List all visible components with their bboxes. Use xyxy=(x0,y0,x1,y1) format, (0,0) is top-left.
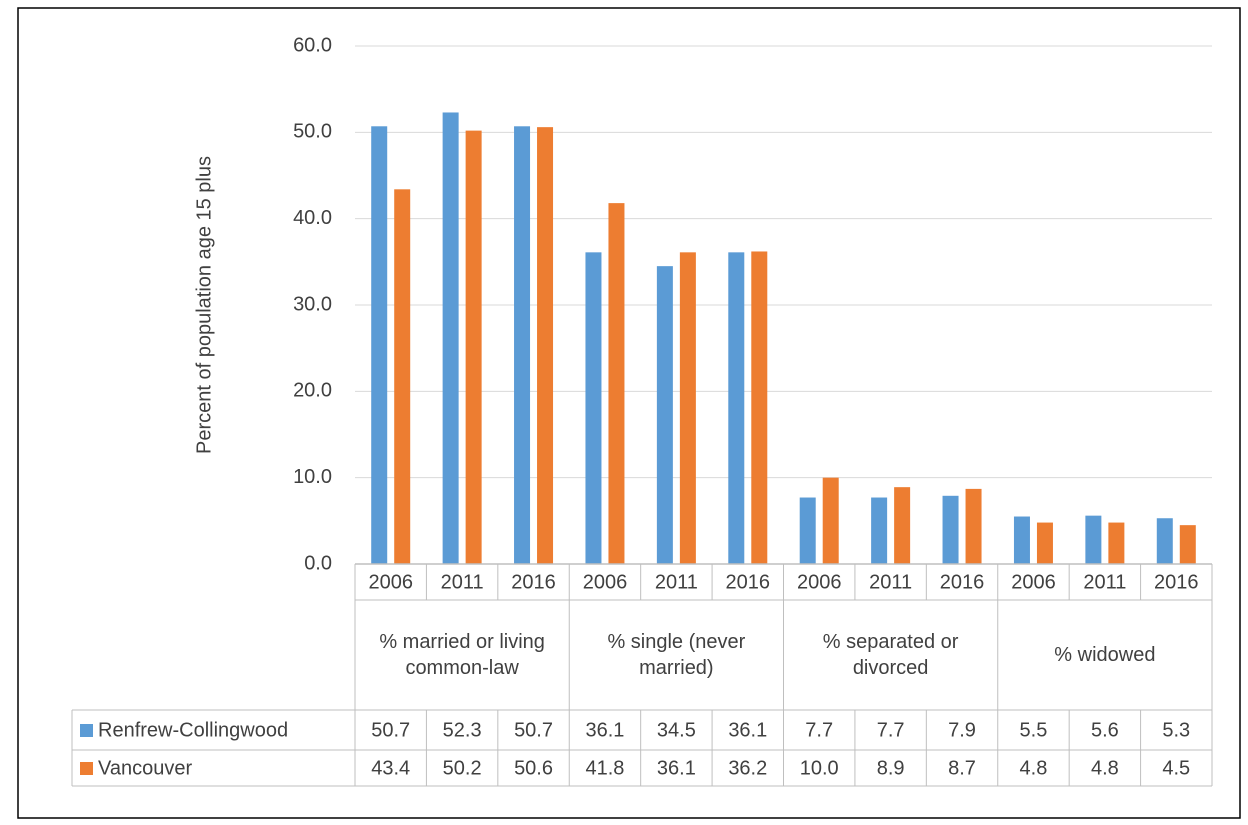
table-value: 10.0 xyxy=(800,757,839,779)
table-value: 5.5 xyxy=(1020,719,1048,741)
group-label: % separated or divorced xyxy=(822,631,959,679)
bar xyxy=(871,497,888,564)
bar xyxy=(965,488,982,564)
table-value: 5.3 xyxy=(1162,719,1190,741)
bar xyxy=(1156,518,1173,564)
bar xyxy=(799,497,816,564)
y-tick-label: 30.0 xyxy=(293,293,332,315)
group-label: % single (never married) xyxy=(607,631,746,679)
table-value: 36.1 xyxy=(657,757,696,779)
group-label: % widowed xyxy=(1054,644,1156,666)
x-tick-label: 2011 xyxy=(655,571,698,593)
y-tick-label: 0.0 xyxy=(304,552,332,574)
x-tick-label: 2006 xyxy=(797,571,842,593)
table-value: 7.7 xyxy=(877,719,905,741)
table-value: 36.1 xyxy=(585,719,624,741)
x-tick-label: 2016 xyxy=(726,571,771,593)
bar xyxy=(1013,516,1030,564)
x-tick-label: 2006 xyxy=(368,571,413,593)
table-value: 8.9 xyxy=(877,757,905,779)
bar xyxy=(822,477,839,564)
bar xyxy=(1179,525,1196,564)
x-tick-label: 2011 xyxy=(1083,571,1126,593)
bar xyxy=(656,266,673,564)
legend-swatch xyxy=(80,724,93,737)
table-value: 36.1 xyxy=(728,719,767,741)
bar xyxy=(728,252,745,564)
group-label-box: % single (never married) xyxy=(607,631,746,679)
bar xyxy=(442,112,459,564)
group-label-box: % separated or divorced xyxy=(822,631,959,679)
y-axis-title: Percent of population age 15 plus xyxy=(193,156,215,454)
bar xyxy=(1085,515,1102,564)
y-tick-label: 50.0 xyxy=(293,121,332,143)
y-tick-label: 10.0 xyxy=(293,466,332,488)
table-value: 50.7 xyxy=(514,719,553,741)
chart-frame xyxy=(17,7,1241,819)
table-value: 8.7 xyxy=(948,757,976,779)
table-value: 34.5 xyxy=(657,719,696,741)
bar xyxy=(608,203,625,565)
table-value: 7.9 xyxy=(948,719,976,741)
bar xyxy=(394,189,411,564)
table-value: 43.4 xyxy=(371,757,410,779)
bar xyxy=(942,495,959,564)
table-value: 4.5 xyxy=(1162,757,1190,779)
legend-label: Renfrew-Collingwood xyxy=(98,719,288,741)
group-label-box: % widowed xyxy=(1054,644,1156,666)
bar xyxy=(679,252,696,564)
group-label-box: % married or living common-law xyxy=(379,631,545,679)
table-value: 50.6 xyxy=(514,757,553,779)
bar xyxy=(465,130,482,564)
bar xyxy=(894,487,911,564)
table-value: 52.3 xyxy=(443,719,482,741)
x-tick-label: 2011 xyxy=(869,571,912,593)
bar xyxy=(537,127,554,565)
y-tick-label: 20.0 xyxy=(293,380,332,402)
table-value: 5.6 xyxy=(1091,719,1119,741)
legend-swatch xyxy=(80,762,93,775)
legend-label: Vancouver xyxy=(98,757,192,779)
table-value: 50.2 xyxy=(443,757,482,779)
bar xyxy=(1036,522,1053,564)
table-value: 41.8 xyxy=(585,757,624,779)
y-tick-label: 40.0 xyxy=(293,207,332,229)
y-tick-label: 60.0 xyxy=(293,34,332,56)
table-value: 4.8 xyxy=(1091,757,1119,779)
bar xyxy=(751,251,768,564)
x-tick-label: 2016 xyxy=(1154,571,1199,593)
x-tick-label: 2016 xyxy=(940,571,985,593)
bar xyxy=(514,126,531,564)
table-value: 50.7 xyxy=(371,719,410,741)
x-tick-label: 2011 xyxy=(441,571,484,593)
bar xyxy=(1108,522,1125,564)
group-label: % married or living common-law xyxy=(379,631,545,679)
table-value: 4.8 xyxy=(1020,757,1048,779)
bar xyxy=(371,126,388,564)
x-tick-label: 2006 xyxy=(583,571,628,593)
x-tick-label: 2016 xyxy=(511,571,556,593)
table-value: 7.7 xyxy=(805,719,833,741)
table-value: 36.2 xyxy=(728,757,767,779)
x-tick-label: 2006 xyxy=(1011,571,1056,593)
bar xyxy=(585,252,602,564)
